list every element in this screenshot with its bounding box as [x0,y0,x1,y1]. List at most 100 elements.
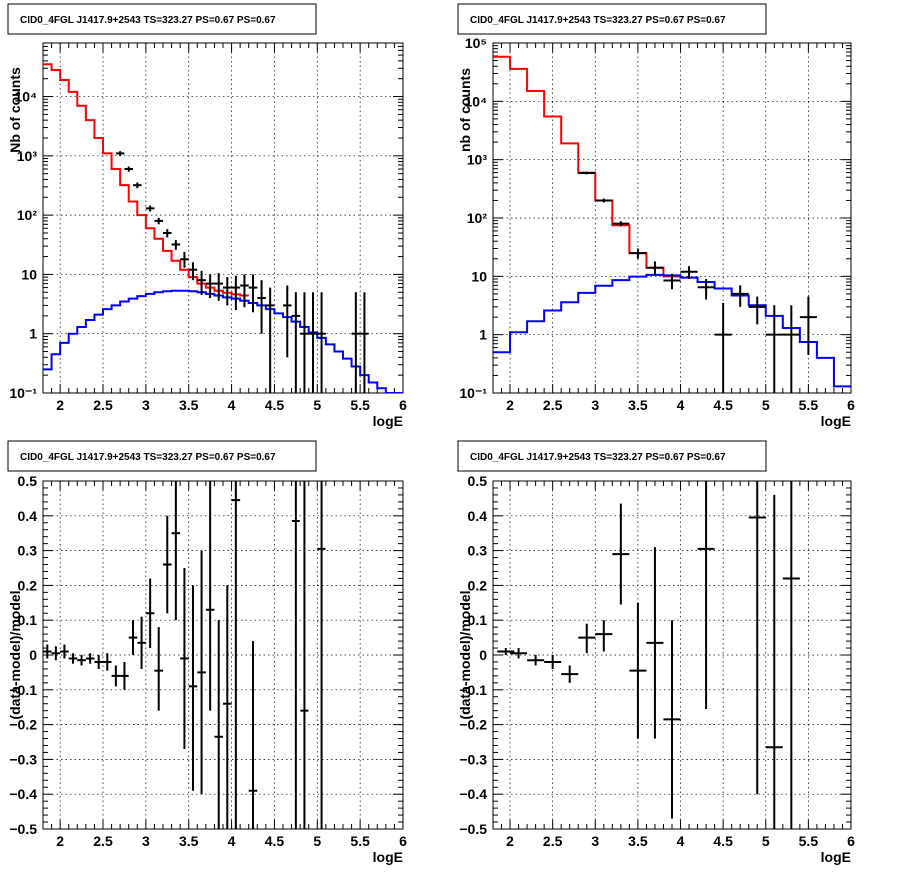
y-tick-label: 10² [17,207,38,223]
data-point [663,620,681,819]
x-tick-label: 3.5 [179,833,199,849]
data-point [248,641,258,829]
data-point [85,653,95,664]
x-tick-label: 2.5 [93,397,113,413]
x-tick-label: 3.5 [628,833,648,849]
y-tick-label: 1 [479,327,487,343]
x-tick-label: 5 [313,833,321,849]
x-tick-label: 3 [591,397,599,413]
title-box [7,3,317,35]
x-tick-label: 4 [677,397,685,413]
data-point [214,620,223,829]
chart-title: CID0_4FGL J1417.9+2543 TS=323.27 PS=0.67… [20,452,276,463]
y-tick-label: 0.3 [18,543,38,559]
x-tick-label: 3 [142,833,150,849]
y-axis-label: (data-model)/model [457,590,473,719]
data-point [291,292,301,393]
data-point [799,296,817,355]
data-point [680,266,698,280]
data-point [197,270,206,295]
data-point [248,274,258,313]
y-tick-label: 0.4 [468,508,488,524]
x-tick-label: 4.5 [265,397,285,413]
data-point [133,182,142,189]
x-tick-label: 5 [762,397,770,413]
grid [43,481,403,829]
x-axis-label: logE [821,413,851,429]
data-point [51,646,61,661]
y-tick-label: −0.1 [9,682,37,698]
x-axis-label: logE [821,849,851,865]
data-point [300,292,309,393]
y-tick-label: 10 [471,268,487,284]
data-point [128,620,138,655]
data-point [68,653,78,664]
x-tick-label: 2 [506,833,514,849]
chart-title: CID0_4FGL J1417.9+2543 TS=323.27 PS=0.67… [470,452,726,463]
y-tick-label: 0.3 [468,543,488,559]
data-point [782,305,800,393]
y-tick-label: 0 [29,647,37,663]
y-tick-label: 0 [479,647,487,663]
data-point [180,251,189,268]
data-point [180,568,189,749]
data-point [257,280,266,334]
data-point [360,292,369,393]
x-tick-label: 5 [313,397,321,413]
x-axis-label: logE [373,849,403,865]
y-axis-label: nb of counts [457,68,473,152]
data-point [205,481,215,711]
data-point [197,550,206,795]
y-tick-label: −0.2 [459,717,487,733]
data-point [111,665,121,687]
y-tick-label: 10³ [467,152,488,168]
data-point [77,655,86,666]
data-point [663,273,681,290]
y-tick-label: −0.3 [459,751,487,767]
data-point [317,481,326,829]
data-point [94,655,103,669]
x-tick-label: 2.5 [93,833,113,849]
data-point [595,620,613,652]
data-point [214,273,223,301]
title-box [457,440,767,472]
x-tick-label: 6 [847,397,855,413]
data-point [223,585,232,829]
y-tick-label: 10⁴ [465,93,488,109]
data-point [629,602,647,739]
x-tick-label: 5.5 [799,833,819,849]
data-point [145,578,155,649]
y-tick-label: −0.5 [459,821,487,837]
y-tick-label: 0.2 [468,577,488,593]
data-point [714,302,732,393]
chart-panel-4: 2 2.5 3 3.5 4 4.5 5 5.5 6 −0.5 −0.4 −0.3 −0.2 −0.1 0 0.… [457,440,855,865]
x-tick-label: 6 [399,397,407,413]
y-tick-label: −0.5 [9,821,37,837]
y-tick-label: 10⁴ [15,89,38,105]
x-tick-label: 5.5 [350,833,370,849]
data-point [291,481,300,829]
data-point [283,285,292,358]
component-model-histogram [43,289,403,393]
chart-panel-2: 2 2.5 3 3.5 4 4.5 5 5.5 6 10⁻¹ 1 10 10² 10³ 10⁴ 10⁵ logE… [457,3,855,429]
data-point [154,217,163,225]
data-point [612,503,630,605]
data-point [240,274,249,308]
data-point [154,627,163,711]
data-point [231,275,241,311]
x-tick-label: 3.5 [628,397,648,413]
y-tick-label: −0.4 [9,786,37,802]
y-tick-label: 10³ [17,148,38,164]
data-point [697,481,715,709]
y-tick-label: −0.4 [459,786,487,802]
chart-title: CID0_4FGL J1417.9+2543 TS=323.27 PS=0.67… [20,15,276,26]
data-point [163,515,172,614]
y-tick-label: 10⁻¹ [459,385,487,401]
data-point [223,277,232,306]
data-point [578,623,596,654]
y-tick-label: −0.1 [459,682,487,698]
y-tick-label: 0.4 [18,508,38,524]
x-tick-label: 6 [847,833,855,849]
data-point [646,547,664,739]
